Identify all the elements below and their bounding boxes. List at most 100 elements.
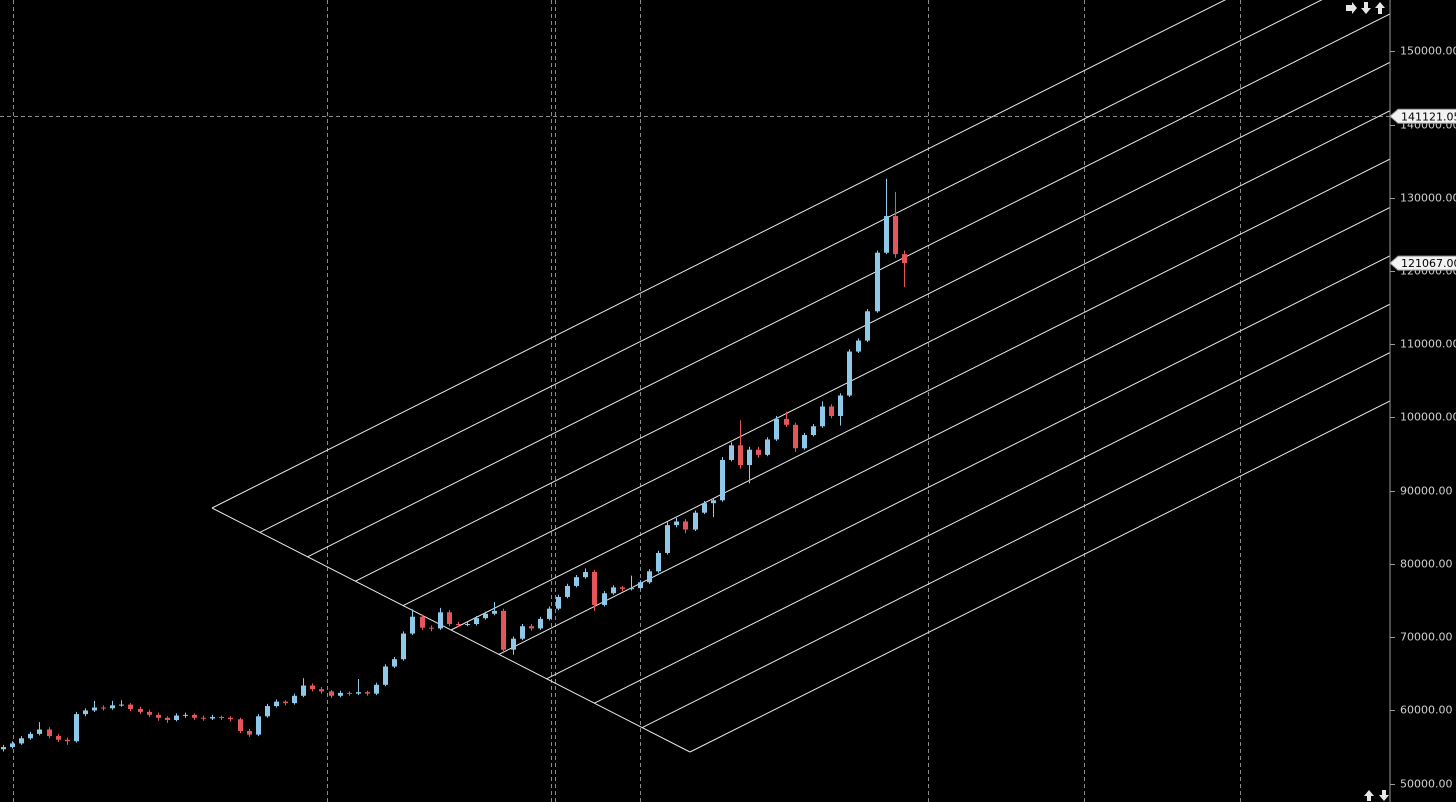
arrow-up[interactable] [1364, 790, 1374, 801]
candle-body [338, 692, 343, 696]
candle-body [374, 684, 379, 694]
arrow-up[interactable] [1375, 2, 1385, 14]
candle-body [629, 588, 634, 590]
candle-body [283, 701, 288, 704]
channel-line [641, 352, 1390, 729]
candle-body [902, 254, 907, 264]
candle-body [210, 717, 215, 719]
candle-body [574, 577, 579, 586]
candle-body [183, 714, 188, 716]
y-tick-label: 100000.00 [1400, 411, 1456, 424]
candle-body [101, 707, 106, 709]
candle-body [474, 618, 479, 625]
candle-body [802, 435, 807, 449]
candle-body [319, 689, 324, 692]
channel-drawing [211, 0, 1390, 753]
candle-body [547, 608, 552, 619]
candle-body [28, 733, 33, 739]
candle-body [774, 418, 779, 440]
candle-body [47, 729, 52, 737]
y-tick-label: 110000.00 [1400, 338, 1456, 351]
candle-body [611, 587, 616, 594]
candle-body [729, 445, 734, 460]
candle-body [74, 714, 79, 742]
candle-body [875, 252, 880, 312]
channel-line [546, 255, 1390, 680]
candle-body [529, 626, 534, 629]
candle-body [865, 311, 870, 341]
scroll-arrows-bottom[interactable] [1364, 790, 1389, 801]
scroll-arrows-top[interactable] [1346, 2, 1385, 14]
candle-body [410, 616, 415, 634]
candle-body [110, 705, 115, 709]
candle-body [301, 685, 306, 696]
candle-body [447, 612, 452, 625]
candle-body [538, 618, 543, 629]
candle-body [347, 692, 352, 694]
candle-body [19, 738, 24, 744]
last-price-tag-box [1389, 255, 1456, 271]
channel-line [450, 158, 1390, 631]
candle-body [174, 715, 179, 720]
arrow-down[interactable] [1379, 790, 1389, 801]
candle-body [847, 351, 852, 396]
channel-line [498, 206, 1390, 655]
candle-body [765, 439, 770, 455]
candle-body [401, 633, 406, 660]
candle-body [192, 714, 197, 718]
candle-body [592, 572, 597, 605]
candle-body [329, 691, 334, 696]
candle-body [638, 582, 643, 589]
candle-body [856, 340, 861, 352]
candle-body [119, 704, 124, 706]
candle-body [483, 613, 488, 619]
price-axis: 50000.00 60000.00 70000.00 80000.00 90000.00… [1389, 45, 1456, 791]
candle-body [147, 711, 152, 715]
arrow-down[interactable] [1361, 2, 1371, 14]
candle-body [265, 706, 270, 717]
candle-body [465, 624, 470, 626]
candle-body [310, 685, 315, 690]
channel-line [259, 0, 1323, 533]
candle-body [665, 525, 670, 553]
candle-body [65, 739, 70, 742]
candle-body [738, 445, 743, 466]
y-tick-label: 130000.00 [1400, 192, 1456, 205]
candle-body [656, 552, 661, 572]
candle-body [501, 610, 506, 650]
candle-body [156, 714, 161, 718]
candle-body [683, 521, 688, 530]
channel-line [355, 61, 1390, 582]
candle-body [793, 424, 798, 449]
candle-body [884, 216, 889, 253]
crosshair-tag-label: 141121.05 [1401, 110, 1456, 123]
y-tick-label: 50000.00 [1400, 778, 1453, 791]
candle-body [383, 666, 388, 685]
candle-body [647, 571, 652, 583]
candle-body [92, 707, 97, 711]
y-tick-label: 90000.00 [1400, 485, 1453, 498]
candle-body [829, 406, 834, 417]
candle-body [620, 587, 625, 589]
channel-line [689, 400, 1390, 753]
candle-body [228, 717, 233, 720]
candle-body [83, 710, 88, 715]
candle-body [747, 449, 752, 466]
candle-body [583, 572, 588, 578]
candle-body [520, 626, 525, 639]
arrow-right[interactable] [1346, 2, 1357, 14]
candle-body [201, 717, 206, 719]
candle-body [429, 627, 434, 629]
candle-body [1, 747, 6, 750]
y-tick-label: 70000.00 [1400, 631, 1453, 644]
candle-body [674, 521, 679, 526]
candle-body [720, 459, 725, 501]
candle-body [602, 593, 607, 605]
last-price-tag-label: 121067.00 [1401, 257, 1456, 270]
candle-body [56, 736, 61, 740]
candle-body [511, 638, 516, 650]
candle-body [292, 695, 297, 704]
candle-body [456, 624, 461, 626]
